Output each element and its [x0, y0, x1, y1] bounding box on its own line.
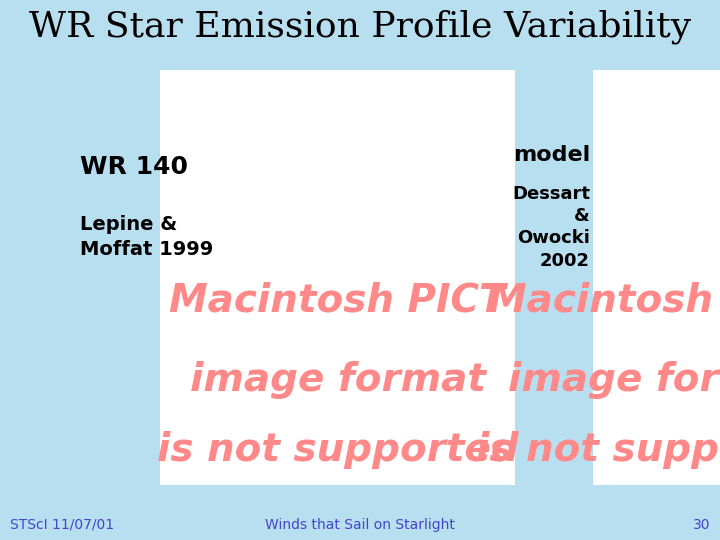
Text: WR Star Emission Profile Variability: WR Star Emission Profile Variability [29, 10, 691, 44]
Bar [593, 70, 720, 485]
Text: WR 140: WR 140 [80, 155, 188, 179]
Text: image format: image format [508, 361, 720, 399]
Text: Lepine &
Moffat 1999: Lepine & Moffat 1999 [80, 215, 213, 259]
Text: Winds that Sail on Starlight: Winds that Sail on Starlight [265, 518, 455, 532]
Text: is not supported: is not supported [476, 431, 720, 469]
Bar [160, 70, 515, 485]
Text: image format: image format [189, 361, 485, 399]
Text: model: model [513, 145, 590, 165]
Text: Dessart
&
Owocki
2002: Dessart & Owocki 2002 [512, 185, 590, 269]
Text: Macintosh PICT: Macintosh PICT [488, 281, 720, 319]
Text: is not supported: is not supported [157, 431, 518, 469]
Text: 30: 30 [693, 518, 710, 532]
Text: STScI 11/07/01: STScI 11/07/01 [10, 518, 114, 532]
Text: Macintosh PICT: Macintosh PICT [169, 281, 505, 319]
